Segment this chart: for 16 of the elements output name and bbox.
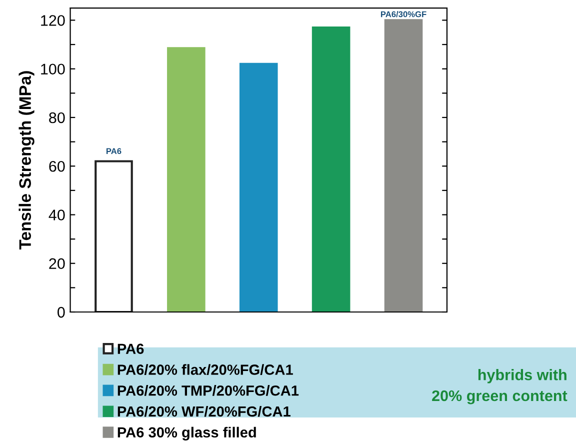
- y-tick-label: 20: [49, 258, 65, 270]
- annotation: PA6/30%GF: [380, 11, 426, 18]
- y-tick-label: 40: [48, 210, 65, 220]
- y-tick-label: 100: [41, 64, 65, 75]
- legend-label: PA6/20% TMP/20%FG/CA1: [118, 385, 299, 396]
- legend-label: PA6/20% flax/20%FG/CA1: [118, 364, 293, 376]
- annotation: PA6: [106, 148, 122, 154]
- y-tick-label: 0: [58, 306, 65, 318]
- legend-label: PA6: [118, 344, 144, 354]
- y-tick-label: 120: [41, 15, 65, 26]
- y-tick-label: 60: [49, 160, 65, 172]
- y-axis-title: Tensile Strength (MPa): [18, 71, 34, 250]
- text: hybrids with 20% green content: [432, 369, 568, 404]
- legend-label: PA6/20% WF/20%FG/CA1: [118, 406, 290, 417]
- y-tick-label: 80: [49, 112, 65, 124]
- legend-label: PA6 30% glass filled: [118, 426, 256, 440]
